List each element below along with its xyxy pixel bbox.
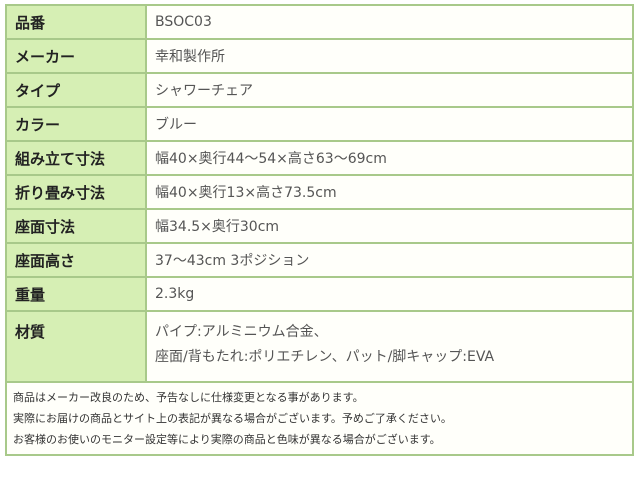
spec-row: 座面高さ 37～43cm 3ポジション [5,242,634,278]
spec-row: メーカー 幸和製作所 [5,38,634,74]
spec-row: 折り畳み寸法 幅40×奥行13×高さ73.5cm [5,174,634,210]
note-line: 商品はメーカー改良のため、予告なしに仕様変更となる事があります。 [13,391,364,404]
note-line: お客様のお使いのモニター設定等により実際の商品と色味が異なる場合がございます。 [13,433,441,446]
spec-row: 品番 BSOC03 [5,4,634,40]
material-line: パイプ:アルミニウム合金、 [155,324,328,340]
spec-value: パイプ:アルミニウム合金、座面/背もたれ:ポリエチレン、パット/脚キャップ:EV… [145,310,634,383]
spec-label: 重量 [5,276,147,312]
spec-table: 品番 BSOC03 メーカー 幸和製作所 タイプ シャワーチェア カラー ブルー 組み立て寸法幅… [5,4,634,456]
spec-label: 組み立て寸法 [5,140,147,176]
notes-row: 商品はメーカー改良のため、予告なしに仕様変更となる事があります。実際にお届けの商… [5,381,634,456]
spec-value: 2.3kg [145,276,634,312]
spec-label: 品番 [5,4,147,40]
spec-value: 幅40×奥行44～54×高さ63～69cm [145,140,634,176]
spec-row: 組み立て寸法 幅40×奥行44～54×高さ63～69cm [5,140,634,176]
spec-label: 折り畳み寸法 [5,174,147,210]
spec-label: 座面寸法 [5,208,147,244]
spec-row: タイプ シャワーチェア [5,72,634,108]
spec-row-material: 材質 パイプ:アルミニウム合金、座面/背もたれ:ポリエチレン、パット/脚キャップ:… [5,310,634,383]
spec-value: BSOC03 [145,4,634,40]
spec-label: タイプ [5,72,147,108]
material-line: 座面/背もたれ:ポリエチレン、パット/脚キャップ:EVA [155,349,495,365]
spec-label: メーカー [5,38,147,74]
spec-value: シャワーチェア [145,72,634,108]
spec-value: 37～43cm 3ポジション [145,242,634,278]
spec-label: 材質 [5,310,147,383]
note-line: 実際にお届けの商品とサイト上の表記が異なる場合がございます。予めご了承ください。 [13,412,452,425]
notes: 商品はメーカー改良のため、予告なしに仕様変更となる事があります。実際にお届けの商… [5,381,634,456]
spec-value: 幸和製作所 [145,38,634,74]
spec-row: 重量 2.3kg [5,276,634,312]
spec-row: カラー ブルー [5,106,634,142]
spec-label: 座面高さ [5,242,147,278]
spec-row: 座面寸法 幅34.5×奥行30cm [5,208,634,244]
spec-value: ブルー [145,106,634,142]
spec-label: カラー [5,106,147,142]
spec-value: 幅40×奥行13×高さ73.5cm [145,174,634,210]
spec-value: 幅34.5×奥行30cm [145,208,634,244]
